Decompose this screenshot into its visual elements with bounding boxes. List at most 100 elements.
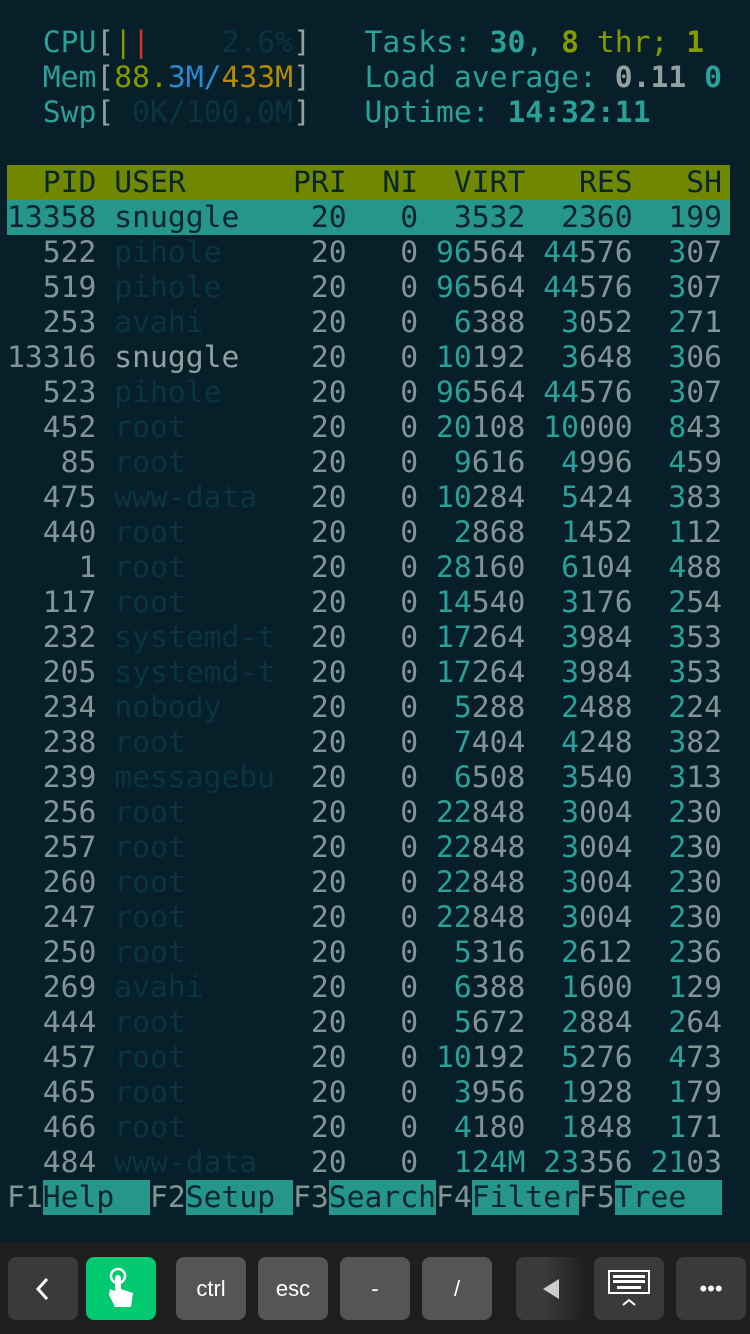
- nice: 0: [346, 1005, 419, 1040]
- cpu-bar-user: |: [114, 25, 133, 60]
- process-row[interactable]: 250 root 20 0 5316 2612 236: [7, 935, 722, 970]
- priority: 20: [275, 305, 347, 340]
- toggle-keyboard-button[interactable]: [594, 1257, 664, 1320]
- pid: 253: [7, 305, 97, 340]
- process-row[interactable]: 519 pihole 20 0 96564 44576 307: [7, 270, 722, 305]
- res: 6104: [561, 550, 633, 585]
- priority: 20: [275, 515, 347, 550]
- priority: 20: [275, 690, 347, 725]
- process-row[interactable]: 234 nobody 20 0 5288 2488 224: [7, 690, 722, 725]
- shr: 473: [668, 1040, 722, 1075]
- column-header-col-res: RES: [525, 165, 633, 200]
- ctrl-key[interactable]: ctrl: [176, 1257, 246, 1320]
- process-row[interactable]: 205 systemd-t 20 0 17264 3984 353: [7, 655, 722, 690]
- back-button[interactable]: [8, 1257, 78, 1320]
- more-button[interactable]: •••: [676, 1257, 746, 1320]
- process-row[interactable]: 256 root 20 0 22848 3004 230: [7, 795, 722, 830]
- function-key-number: F2: [150, 1180, 186, 1215]
- shr: 230: [668, 795, 722, 830]
- shr: 179: [668, 1075, 722, 1110]
- priority: 20: [275, 340, 347, 375]
- uptime-value: 14:32:11: [507, 95, 651, 130]
- function-key-setup[interactable]: F2Setup: [150, 1180, 293, 1215]
- process-row[interactable]: 523 pihole 20 0 96564 44576 307: [7, 375, 722, 410]
- priority: 20: [275, 935, 347, 970]
- process-row[interactable]: 484 www-data 20 0 124M 23356 2103: [7, 1145, 722, 1180]
- user: root: [114, 1040, 276, 1075]
- process-row[interactable]: 457 root 20 0 10192 5276 473: [7, 1040, 722, 1075]
- priority: 20: [275, 585, 347, 620]
- virt: 3532: [453, 200, 526, 235]
- nice: 0: [346, 830, 419, 865]
- slash-key[interactable]: /: [422, 1257, 492, 1320]
- process-row[interactable]: 257 root 20 0 22848 3004 230: [7, 830, 722, 865]
- process-row[interactable]: 452 root 20 0 20108 10000 843: [7, 410, 722, 445]
- process-row-selected[interactable]: 13358 snuggle 20 0 3532 2360 199: [7, 200, 730, 235]
- process-row[interactable]: 466 root 20 0 4180 1848 171: [7, 1110, 722, 1145]
- res: 10000: [543, 410, 633, 445]
- virt: 96564: [436, 235, 526, 270]
- priority: 20: [275, 550, 347, 585]
- shr: 459: [668, 445, 722, 480]
- process-row[interactable]: 13316 snuggle 20 0 10192 3648 306: [7, 340, 722, 375]
- nice: 0: [346, 445, 419, 480]
- process-row[interactable]: 247 root 20 0 22848 3004 230: [7, 900, 722, 935]
- user: www-data: [114, 480, 276, 515]
- process-row[interactable]: 1 root 20 0 28160 6104 488: [7, 550, 722, 585]
- process-row[interactable]: 465 root 20 0 3956 1928 179: [7, 1075, 722, 1110]
- res: 2360: [561, 200, 633, 235]
- process-row[interactable]: 269 avahi 20 0 6388 1600 129: [7, 970, 722, 1005]
- process-row[interactable]: 238 root 20 0 7404 4248 382: [7, 725, 722, 760]
- priority: 20: [275, 725, 347, 760]
- nice: 0: [346, 620, 419, 655]
- priority: 20: [275, 620, 347, 655]
- function-key-filter[interactable]: F4Filter: [436, 1180, 579, 1215]
- process-row[interactable]: 522 pihole 20 0 96564 44576 307: [7, 235, 722, 270]
- process-row[interactable]: 239 messagebu 20 0 6508 3540 313: [7, 760, 722, 795]
- esc-key[interactable]: esc: [258, 1257, 328, 1320]
- process-row[interactable]: 475 www-data 20 0 10284 5424 383: [7, 480, 722, 515]
- nice: 0: [346, 1040, 419, 1075]
- process-row[interactable]: 117 root 20 0 14540 3176 254: [7, 585, 722, 620]
- user: root: [114, 865, 276, 900]
- nice: 0: [346, 1145, 419, 1180]
- virt: 96564: [436, 270, 526, 305]
- function-key-label: Search: [328, 1180, 436, 1215]
- function-key-label: Setup: [185, 1180, 293, 1215]
- process-row[interactable]: 440 root 20 0 2868 1452 112: [7, 515, 722, 550]
- shr: 307: [668, 270, 722, 305]
- virt: 7404: [453, 725, 526, 760]
- process-row[interactable]: 232 systemd-t 20 0 17264 3984 353: [7, 620, 722, 655]
- process-row[interactable]: 444 root 20 0 5672 2884 264: [7, 1005, 722, 1040]
- function-key-search[interactable]: F3Search: [293, 1180, 436, 1215]
- user: root: [114, 830, 276, 865]
- function-key-tree[interactable]: F5Tree: [579, 1180, 722, 1215]
- function-key-number: F3: [293, 1180, 329, 1215]
- running-count: 1: [686, 25, 705, 60]
- shr: 271: [668, 305, 722, 340]
- cpu-meter: CPU[|| 2.6%] Tasks: 30, 8 thr; 1: [42, 25, 705, 60]
- res: 3648: [561, 340, 633, 375]
- pid: 250: [7, 935, 97, 970]
- process-row[interactable]: 260 root 20 0 22848 3004 230: [7, 865, 722, 900]
- threads-count: 8: [561, 25, 579, 60]
- user: nobody: [114, 690, 276, 725]
- column-header[interactable]: PID USER PRI NI VIRT RES SH: [7, 165, 730, 200]
- process-row[interactable]: 85 root 20 0 9616 4996 459: [7, 445, 722, 480]
- shr: 313: [668, 760, 722, 795]
- column-header-col-pid: PID: [7, 165, 97, 200]
- dash-key[interactable]: -: [340, 1257, 410, 1320]
- virt: 6508: [453, 760, 526, 795]
- res: 2884: [561, 1005, 633, 1040]
- shr: 307: [668, 375, 722, 410]
- cpu-bar-system: |: [132, 25, 150, 60]
- arrow-left-key[interactable]: [516, 1257, 586, 1320]
- triangle-left-icon: [543, 1278, 559, 1299]
- pid: 269: [7, 970, 97, 1005]
- touch-mode-button[interactable]: [86, 1257, 156, 1320]
- process-row[interactable]: 253 avahi 20 0 6388 3052 271: [7, 305, 722, 340]
- shr: 306: [668, 340, 722, 375]
- user: messagebu: [114, 760, 276, 795]
- pid: 257: [7, 830, 97, 865]
- function-key-help[interactable]: F1Help: [7, 1180, 150, 1215]
